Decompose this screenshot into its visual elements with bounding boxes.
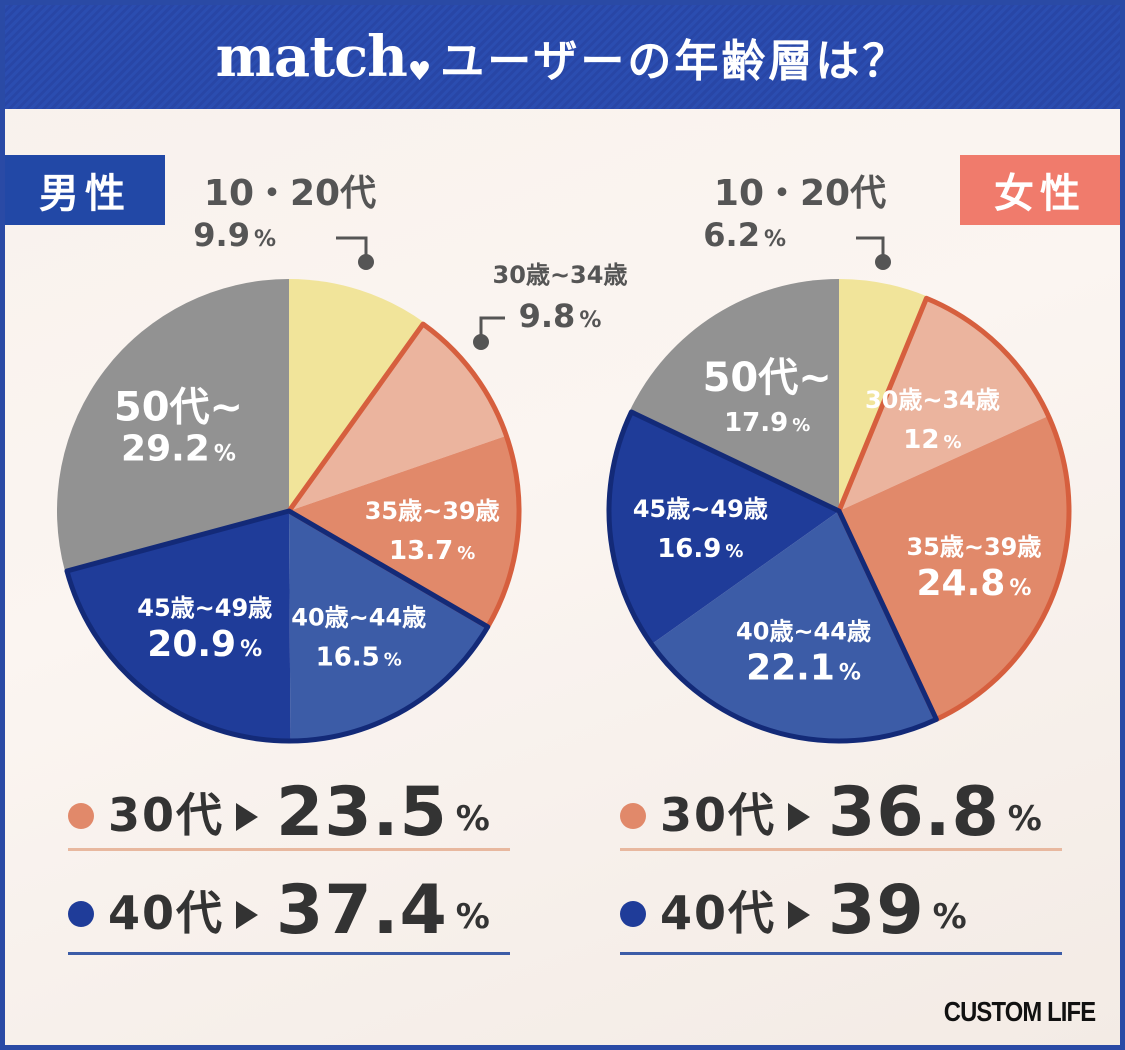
female-value-40-44: 22.1% xyxy=(746,648,861,689)
summary-unit: % xyxy=(1007,799,1042,839)
page-title: ユーザーの年齢層は？ xyxy=(440,36,910,87)
divider-line xyxy=(68,848,510,851)
female-40s-outline xyxy=(606,409,939,744)
female-slice-45-49 xyxy=(606,411,839,646)
female-summary-40: 40代 39 % xyxy=(620,877,1060,945)
male-value-30-34: 9.8% xyxy=(519,297,602,335)
triangle-right-icon xyxy=(236,803,259,831)
summary-label: 30代 xyxy=(108,788,225,842)
heart-icon: ♥ xyxy=(407,57,431,87)
male-slice-30-34 xyxy=(289,322,509,511)
male-label-40-44: 40歳~44歳 xyxy=(291,603,426,631)
female-value-35-39: 24.8% xyxy=(916,563,1031,604)
female-value-30-34: 12% xyxy=(903,425,961,455)
triangle-right-icon xyxy=(236,901,259,929)
male-label-45-49: 45歳~49歳 xyxy=(137,594,272,622)
male-slice-50-plus xyxy=(56,279,290,572)
female-label-10-20: 10・20代 xyxy=(714,173,886,214)
male-leader-dot-10-20 xyxy=(358,254,374,270)
male-label-10-20: 10・20代 xyxy=(204,173,376,214)
dot-40-icon xyxy=(620,901,646,927)
male-30s-outline xyxy=(286,321,522,630)
brand-logo: match♥ xyxy=(215,24,432,90)
male-value-50-plus: 29.2% xyxy=(121,428,236,469)
triangle-right-icon xyxy=(788,803,811,831)
male-leader-dot-30-34 xyxy=(473,334,489,350)
summary-label: 30代 xyxy=(660,788,777,842)
male-slice-10-20 xyxy=(289,279,425,511)
summary-label: 40代 xyxy=(108,886,225,940)
male-label-30-34: 30歳~34歳 xyxy=(493,261,628,289)
female-label-30-34: 30歳~34歳 xyxy=(865,386,1000,414)
dot-30-icon xyxy=(68,803,94,829)
female-label-35-39: 35歳~39歳 xyxy=(906,533,1041,561)
female-slice-50-plus xyxy=(629,279,839,511)
dot-40-icon xyxy=(68,901,94,927)
female-value-45-49: 16.9% xyxy=(657,534,743,564)
female-slice-35-39 xyxy=(839,415,1071,722)
summary-unit: % xyxy=(932,897,967,937)
female-summary-30: 30代 36.8 % xyxy=(620,779,1060,847)
summary-value: 23.5 xyxy=(276,773,448,852)
male-summary-30: 30代 23.5 % xyxy=(68,779,508,847)
divider-line xyxy=(620,848,1062,851)
male-badge: 男性 xyxy=(5,155,165,225)
summary-value: 36.8 xyxy=(828,773,1000,852)
summary-label: 40代 xyxy=(660,886,777,940)
summary-value: 39 xyxy=(828,871,925,950)
male-summary-40: 40代 37.4 % xyxy=(68,877,508,945)
male-label-35-39: 35歳~39歳 xyxy=(365,497,500,525)
divider-line xyxy=(620,952,1062,955)
male-value-40-44: 16.5% xyxy=(316,642,402,672)
female-value-10-20: 6.2% xyxy=(703,216,786,254)
female-label-45-49: 45歳~49歳 xyxy=(633,495,768,523)
summary-unit: % xyxy=(455,799,490,839)
custom-life-logo: CUSTOM LIFE xyxy=(943,996,1095,1027)
female-30s-outline xyxy=(836,295,1072,722)
female-value-50-plus: 17.9% xyxy=(724,408,810,438)
male-label-50-plus: 50代~ xyxy=(114,384,243,430)
female-label-50-plus: 50代~ xyxy=(703,355,832,401)
male-value-35-39: 13.7% xyxy=(389,536,475,566)
header-banner: match♥ ユーザーの年齢層は？ xyxy=(5,5,1120,109)
female-label-40-44: 40歳~44歳 xyxy=(736,618,871,646)
male-value-10-20: 9.9% xyxy=(193,216,276,254)
female-leader-dot-10-20 xyxy=(875,254,891,270)
male-slice-35-39 xyxy=(289,435,521,628)
divider-line xyxy=(68,952,510,955)
male-40s-outline xyxy=(64,508,491,744)
male-value-45-49: 20.9% xyxy=(147,624,262,665)
female-badge: 女性 xyxy=(960,155,1120,225)
female-slice-30-34 xyxy=(839,296,1051,511)
triangle-right-icon xyxy=(788,901,811,929)
summary-unit: % xyxy=(455,897,490,937)
dot-30-icon xyxy=(620,803,646,829)
male-slice-45-49 xyxy=(65,511,291,743)
summary-value: 37.4 xyxy=(276,871,448,950)
